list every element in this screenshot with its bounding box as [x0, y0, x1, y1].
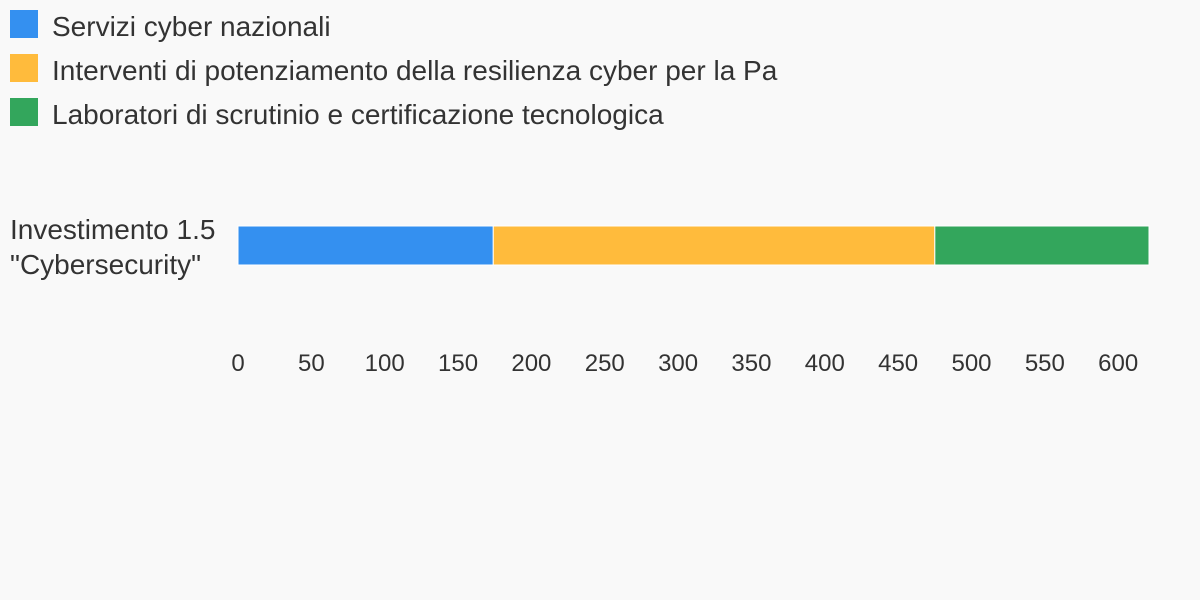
x-tick-label: 450	[878, 350, 918, 377]
bar-segment-servizi[interactable]	[237, 225, 494, 266]
x-tick-label: 550	[1025, 350, 1065, 377]
legend-label-laboratori: Laboratori di scrutinio e certificazione…	[52, 99, 664, 130]
x-tick-label: 600	[1098, 350, 1138, 377]
x-tick-label: 300	[658, 350, 698, 377]
x-tick-label: 50	[298, 350, 325, 377]
legend-label-interventi: Interventi di potenziamento della resili…	[52, 55, 778, 86]
x-tick-label: 0	[231, 350, 244, 377]
x-tick-label: 400	[805, 350, 845, 377]
x-tick-label: 500	[951, 350, 991, 377]
category-label-line-1: Investimento 1.5	[10, 214, 216, 245]
x-tick-label: 100	[365, 350, 405, 377]
x-tick-label: 350	[731, 350, 771, 377]
legend-label-servizi: Servizi cyber nazionali	[52, 11, 331, 42]
category-label-line-2: "Cybersecurity"	[10, 249, 202, 280]
category-label: Investimento 1.5 "Cybersecurity"	[10, 212, 215, 282]
x-axis-tick-labels: 0 50 100 150 200 250 300 350 400 450 500 550 600	[231, 350, 1138, 377]
x-tick-label: 250	[585, 350, 625, 377]
bar-segment-interventi[interactable]	[492, 225, 936, 266]
bar-group	[237, 225, 1150, 266]
legend-swatch-laboratori	[10, 98, 38, 126]
x-tick-label: 150	[438, 350, 478, 377]
x-tick-label: 200	[511, 350, 551, 377]
legend-swatch-servizi	[10, 10, 38, 38]
bar-segment-laboratori[interactable]	[934, 225, 1150, 266]
legend-swatch-interventi	[10, 54, 38, 82]
